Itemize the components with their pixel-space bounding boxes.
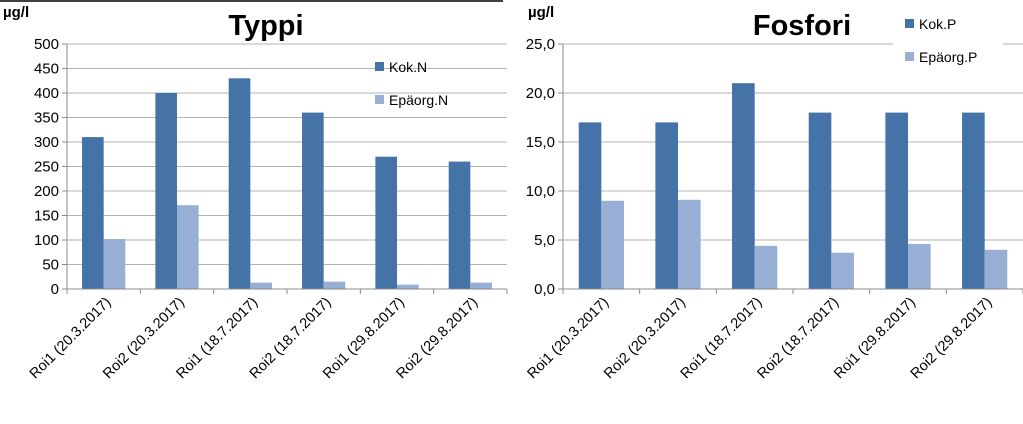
legend-label: Epäorg.P (919, 49, 977, 65)
bar-secondary (984, 249, 1008, 289)
y-tick-label: 0 (51, 281, 59, 298)
legend-swatch (905, 19, 914, 28)
y-tick-label: 15,0 (526, 134, 555, 151)
chart-title: Typpi (228, 10, 303, 42)
legend-swatch (375, 62, 384, 71)
x-tick-label: Roi1 (29.8.2017) (831, 295, 919, 383)
legend-background (893, 4, 1003, 76)
y-tick-label: 350 (34, 110, 59, 127)
y-tick-label: 20,0 (526, 85, 555, 102)
bar-secondary (601, 200, 624, 289)
y-tick-label: 450 (34, 61, 59, 78)
bar-secondary (831, 252, 854, 289)
bar-secondary (177, 205, 199, 289)
y-tick-label: 250 (34, 159, 59, 176)
bar-primary (655, 122, 678, 290)
bar-secondary (470, 282, 492, 289)
bar-primary (808, 112, 832, 289)
bar-secondary (754, 245, 778, 289)
legend: Kok.P Epäorg.P (893, 4, 1003, 76)
chart-title: Fosfori (753, 10, 851, 42)
bar-secondary (323, 281, 346, 289)
x-tick-label: Roi2 (29.8.2017) (393, 295, 481, 383)
x-tick-label: Roi2 (18.7.2017) (754, 295, 842, 383)
x-tick-label: Roi2 (20.3.2017) (601, 295, 689, 383)
bar-primary (155, 93, 177, 289)
y-tick-label: 200 (34, 183, 59, 200)
bar-secondary (908, 243, 931, 289)
bar-primary (302, 112, 324, 289)
y-tick-label: 25,0 (526, 36, 555, 53)
y-unit-label: µg/l (3, 4, 29, 21)
bar-primary (82, 137, 104, 289)
legend-label: Epäorg.N (389, 92, 448, 108)
bar-secondary (103, 239, 126, 289)
y-tick-label: 10,0 (526, 183, 555, 200)
y-tick-label: 5,0 (534, 232, 555, 249)
x-tick-label: Roi1 (18.7.2017) (678, 295, 766, 383)
bar-primary (448, 161, 471, 289)
bar-primary (732, 83, 755, 289)
bar-primary (578, 122, 602, 290)
bar-primary (962, 112, 985, 289)
bar-primary (375, 156, 397, 289)
y-tick-label: 500 (34, 36, 59, 53)
legend-swatch (375, 95, 384, 104)
bar-primary (228, 78, 251, 289)
y-unit-label: µg/l (528, 4, 554, 21)
bar-secondary (250, 282, 272, 289)
x-tick-label: Roi1 (20.3.2017) (524, 295, 612, 383)
y-tick-label: 400 (34, 85, 59, 102)
bar-primary (885, 112, 908, 289)
y-tick-label: 150 (34, 208, 59, 225)
x-tick-label: Roi2 (29.8.2017) (908, 295, 996, 383)
legend: Kok.N Epäorg.N (375, 59, 448, 108)
legend-label: Kok.P (919, 16, 956, 32)
y-tick-label: 0,0 (534, 281, 555, 298)
y-tick-label: 50 (42, 257, 59, 274)
y-tick-label: 100 (34, 232, 59, 249)
bar-secondary (678, 199, 701, 289)
legend-swatch (905, 52, 914, 61)
bar-secondary (397, 284, 419, 289)
legend-label: Kok.N (389, 59, 427, 75)
y-tick-label: 300 (34, 134, 59, 151)
